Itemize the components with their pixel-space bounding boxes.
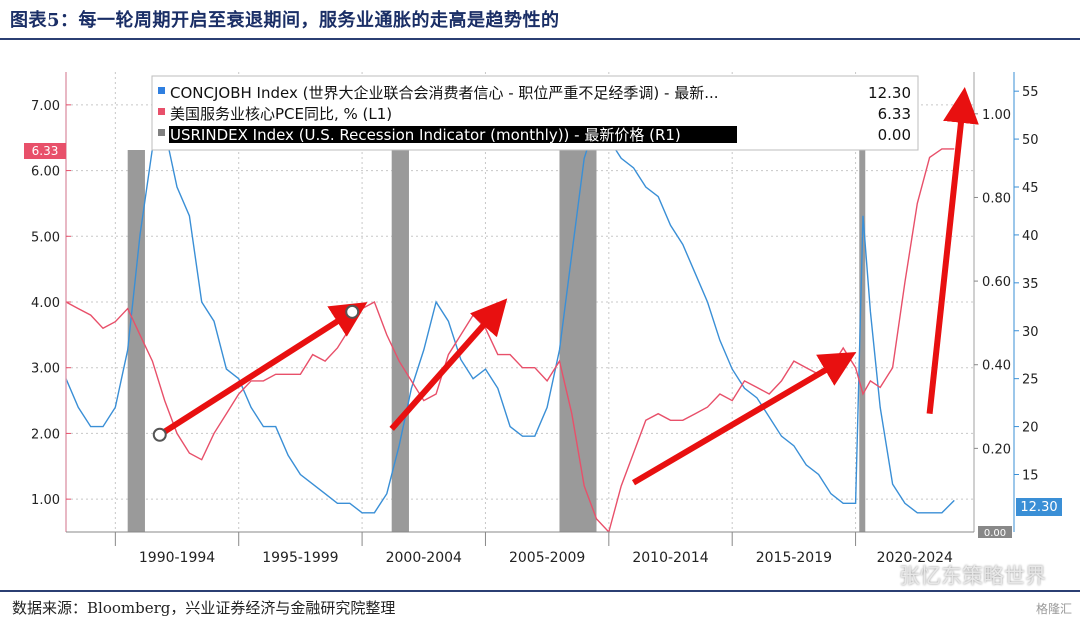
y-r2-tick-label: 45 [1022, 181, 1039, 196]
legend: CONCJOBH Index (世界大企业联合会消费者信心 - 职位严重不足经季… [151, 75, 919, 151]
y-r2-tick-label: 15 [1022, 469, 1039, 484]
badge-left-pce [24, 143, 66, 159]
badge-right-conc [1016, 498, 1062, 516]
badge-left-text: 6.33 [32, 144, 59, 158]
arrow-start-marker [152, 427, 167, 442]
y-r2-tick-label: 50 [1022, 133, 1039, 148]
legend-swatch-conc [158, 87, 165, 94]
recession-bar [391, 150, 409, 532]
chart-canvas: 1.00 2.00 3.00 4.00 5.00 6.00 7.00 0.20 0.40 0.60… [24, 72, 1062, 566]
watermark: 张忆东策略世界 [899, 564, 1046, 588]
legend-swatch-rec [158, 129, 165, 136]
legend-swatch-pce [158, 108, 165, 115]
trend-arrows [152, 86, 979, 486]
y-r1-tick-label: 0.80 [982, 191, 1011, 206]
x-tick-label: 2000-2004 [386, 550, 462, 566]
x-tick-label: 2005-2009 [509, 550, 585, 566]
series-line-conc [65, 118, 955, 514]
y-r1-tick-label: 0.40 [982, 359, 1011, 374]
source-note: 数据来源：Bloomberg，兴业证券经济与金融研究院整理 [12, 599, 396, 617]
y-r2-tick-label: 55 [1022, 85, 1039, 100]
badge-right-text: 12.30 [1020, 500, 1057, 515]
y-left-tick-label: 6.00 [31, 165, 60, 180]
title-divider [0, 38, 1080, 40]
source-divider [0, 590, 1080, 592]
badge-zero-text: 0.00 [984, 528, 1006, 539]
y-left-tick-label: 3.00 [31, 362, 60, 377]
legend-label-rec: USRINDEX Index (U.S. Recession Indicator… [170, 126, 681, 144]
trend-arrow [389, 298, 508, 431]
y-r2-tick-label: 25 [1022, 373, 1039, 388]
recession-bar [559, 150, 597, 532]
y-r2-tick-label: 30 [1022, 325, 1039, 340]
recession-bar [127, 150, 145, 532]
y-left-tick-label: 2.00 [31, 427, 60, 442]
y-left-tick-label: 4.00 [31, 296, 60, 311]
x-tick-label: 2015-2019 [756, 550, 832, 566]
legend-label-conc: CONCJOBH Index (世界大企业联合会消费者信心 - 职位严重不足经季… [170, 84, 719, 102]
last-value-badges: 6.33 12.30 0.00 [24, 143, 1062, 539]
legend-highlight [169, 126, 737, 143]
legend-value-pce: 6.33 [878, 105, 911, 123]
y-left-tick-label: 1.00 [31, 493, 60, 508]
x-tick-label: 2010-2014 [632, 550, 708, 566]
legend-label-pce: 美国服务业核心PCE同比, % (L1) [170, 105, 392, 123]
trend-arrow [158, 302, 368, 438]
y-r1-tick-label: 1.00 [982, 108, 1011, 123]
recession-bar [859, 150, 866, 532]
watermark-brand: 格隆汇 [1035, 602, 1072, 616]
x-tick-label: 1990-1994 [139, 550, 215, 566]
x-tick-label: 2020-2024 [877, 550, 953, 566]
badge-right-zero [978, 526, 1012, 538]
arrow-end-marker [345, 304, 360, 319]
axes: 1.00 2.00 3.00 4.00 5.00 6.00 7.00 0.20 0.40 0.60… [31, 72, 1039, 566]
chart-title: 图表5：每一轮周期开启至衰退期间，服务业通胀的走高是趋势性的 [10, 10, 560, 31]
recession-bars [127, 150, 866, 532]
trend-arrow [631, 352, 857, 486]
legend-value-rec: 0.00 [878, 126, 911, 144]
y-left-tick-label: 7.00 [31, 99, 60, 114]
y-r2-tick-label: 35 [1022, 277, 1039, 292]
y-r1-tick-label: 0.20 [982, 442, 1011, 457]
y-r1-tick-label: 0.60 [982, 275, 1011, 290]
trend-arrow [926, 86, 979, 415]
y-r2-tick-label: 20 [1022, 421, 1039, 436]
y-left-tick-label: 5.00 [31, 230, 60, 245]
x-tick-label: 1995-1999 [262, 550, 338, 566]
y-r2-tick-label: 40 [1022, 229, 1039, 244]
legend-value-conc: 12.30 [868, 84, 911, 102]
